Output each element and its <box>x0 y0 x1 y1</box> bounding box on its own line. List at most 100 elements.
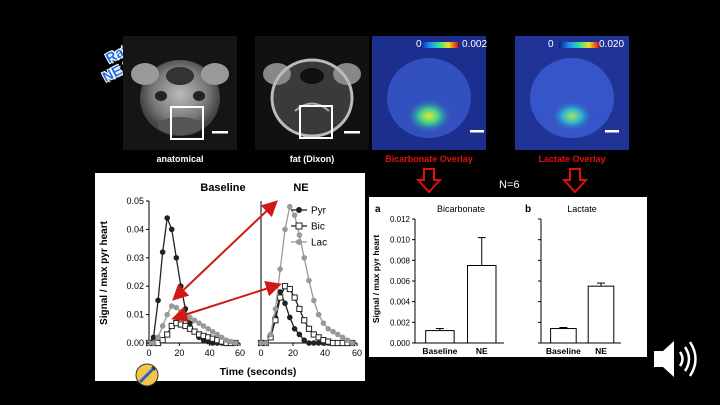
point-pyr <box>301 337 307 343</box>
point-lac <box>325 326 331 332</box>
time-course-chart: Baseline NE Signal / max pyr heart Time … <box>99 182 362 378</box>
point-lac <box>173 304 180 311</box>
lactate-scale-max: 0.020 <box>599 39 625 50</box>
injection-syringe-icon <box>135 363 159 387</box>
x-axis-label: Time (seconds) <box>220 366 297 378</box>
bar-ne <box>587 285 615 344</box>
point-pyr <box>291 326 298 332</box>
lactate-overlay-image <box>515 36 629 150</box>
point-bic <box>286 285 293 293</box>
legend-label-lac: Lac <box>311 238 327 249</box>
point-pyr <box>164 215 170 221</box>
bar-category-label: NE <box>476 346 488 356</box>
point-pyr <box>311 340 317 346</box>
point-lac <box>311 297 317 304</box>
point-lac <box>258 340 264 346</box>
legend-marker <box>296 239 302 245</box>
point-pyr <box>178 283 184 289</box>
bar-ne <box>467 265 497 344</box>
point-bic <box>301 317 308 324</box>
point-bic <box>164 331 171 338</box>
caption-anatomical: anatomical <box>156 154 204 164</box>
panel-title-baseline: Baseline <box>200 182 245 194</box>
bar-category-label: Baseline <box>546 346 581 356</box>
point-bic <box>277 294 284 301</box>
n-count-label: N=6 <box>499 179 520 191</box>
point-lac <box>306 277 312 284</box>
point-lac <box>232 340 239 346</box>
bicarbonate-title: Bicarbonate <box>437 204 485 214</box>
point-lac <box>282 226 288 233</box>
x-tick-label: 40 <box>205 348 215 358</box>
point-pyr <box>159 249 166 255</box>
point-lac <box>209 328 216 335</box>
x-tick-label: 20 <box>288 348 298 358</box>
bicarbonate-scale-min: 0 <box>416 39 422 50</box>
point-pyr <box>150 334 157 341</box>
caption-bicarbonate-overlay: Bicarbonate Overlay <box>385 154 473 164</box>
point-lac <box>219 334 225 341</box>
bar-category-label: NE <box>595 346 607 356</box>
legend-marker <box>295 222 303 230</box>
point-lac <box>205 326 211 332</box>
x-tick-label: 60 <box>235 348 245 358</box>
bar-y-tick-label: 0.012 <box>390 215 411 224</box>
point-pyr <box>306 340 312 346</box>
point-pyr <box>282 300 288 307</box>
point-bic <box>291 294 298 301</box>
point-lac <box>223 337 230 343</box>
point-pyr <box>296 331 303 338</box>
point-lac <box>150 340 157 346</box>
down-arrow-icon <box>562 168 588 194</box>
point-pyr <box>155 297 161 304</box>
point-lac <box>335 331 341 338</box>
y-tick-label: 0.03 <box>126 253 144 263</box>
point-pyr <box>168 226 175 233</box>
point-lac <box>272 306 279 312</box>
point-bic <box>305 325 313 332</box>
bar-baseline <box>550 328 577 344</box>
x-tick-label: 0 <box>258 348 263 358</box>
bar-y-tick-label: 0.000 <box>390 339 411 348</box>
bar-baseline <box>425 330 455 344</box>
point-lac <box>301 255 307 261</box>
point-lac <box>330 328 336 335</box>
point-pyr <box>287 314 293 321</box>
point-lac <box>155 334 161 341</box>
lactate-scale-min: 0 <box>548 39 554 50</box>
down-arrow-icon <box>416 168 442 194</box>
point-lac <box>277 266 283 272</box>
bicarbonate-overlay-image <box>372 36 486 150</box>
legend-marker <box>296 207 302 213</box>
point-lac <box>344 337 351 343</box>
bar-y-tick-label: 0.006 <box>390 277 411 286</box>
caption-fat-dixon: fat (Dixon) <box>289 154 335 164</box>
fat-dixon-image <box>255 36 369 150</box>
bicarbonate-scale-max: 0.002 <box>462 39 488 50</box>
point-lac <box>296 232 303 238</box>
bar-y-tick-label: 0.008 <box>390 256 411 265</box>
speaker-icon[interactable] <box>650 337 706 381</box>
panel-letter-a: a <box>375 204 381 215</box>
bar-charts: a Bicarbonate b Lactate Signal / max pyr… <box>371 204 621 356</box>
point-lac <box>159 323 166 329</box>
bar-y-axis-label: Signal / max pyr heart <box>371 235 381 324</box>
caption-lactate-overlay: Lactate Overlay <box>538 154 606 164</box>
point-lac <box>214 331 221 338</box>
y-tick-label: 0.04 <box>126 224 144 234</box>
time-course-panel: Baseline NE Signal / max pyr heart Time … <box>95 173 365 387</box>
panel-letter-b: b <box>525 204 531 215</box>
y-tick-label: 0.02 <box>126 281 144 291</box>
point-lac <box>349 340 355 346</box>
point-lac <box>263 340 269 346</box>
point-pyr <box>315 340 322 346</box>
lac-comparison-arrow <box>172 200 278 301</box>
point-lac <box>287 203 293 210</box>
x-tick-label: 40 <box>320 348 330 358</box>
bar-y-tick-label: 0.002 <box>390 318 411 327</box>
point-lac <box>267 331 274 338</box>
bic-comparison-arrow <box>171 281 282 322</box>
y-axis-label: Signal / max pyr heart <box>99 220 110 325</box>
y-tick-label: 0.05 <box>126 196 144 206</box>
point-lac <box>339 334 346 341</box>
